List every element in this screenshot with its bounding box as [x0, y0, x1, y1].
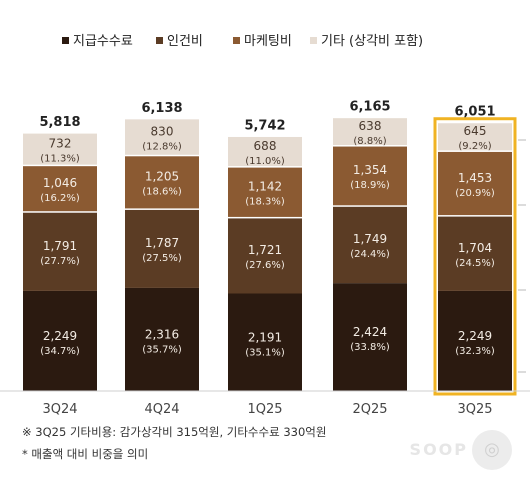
x-tick-4Q24: 4Q24	[144, 402, 179, 417]
value-label-2Q25-2: 1,354	[353, 163, 387, 177]
bar-segment-4Q24-0	[125, 287, 199, 391]
value-label-3Q24-2: 1,046	[43, 176, 77, 190]
x-tick-3Q25: 3Q25	[457, 402, 492, 417]
bar-segment-3Q24-0	[23, 290, 97, 391]
bar-segment-2Q25-1	[333, 206, 407, 284]
pct-label-3Q25-3: (9.2%)	[458, 141, 491, 152]
x-tick-2Q25: 2Q25	[352, 402, 387, 417]
pct-label-3Q24-0: (34.7%)	[40, 346, 80, 357]
bar-segment-3Q25-0	[438, 290, 512, 391]
bar-segment-4Q24-2	[125, 156, 199, 209]
value-label-4Q24-3: 830	[151, 124, 174, 138]
pct-label-1Q25-0: (35.1%)	[245, 347, 285, 358]
pct-label-4Q24-1: (27.5%)	[142, 253, 182, 264]
watermark-logo-icon: ◎	[472, 430, 512, 470]
legend-label-3: 기타 (상각비 포함)	[321, 34, 423, 49]
bar-segment-3Q25-3	[438, 123, 512, 151]
bar-segment-3Q24-2	[23, 166, 97, 212]
value-label-1Q25-2: 1,142	[248, 180, 282, 194]
pct-label-2Q25-0: (33.8%)	[350, 342, 390, 353]
total-label-2Q25: 6,165	[349, 100, 390, 115]
total-label-3Q25: 6,051	[454, 105, 495, 120]
legend-label-2: 마케팅비	[244, 34, 292, 49]
footnote-other-costs: ※ 3Q25 기타비용: 감가상각비 315억원, 기타수수료 330억원	[22, 425, 327, 439]
bar-segment-3Q24-1	[23, 212, 97, 291]
bar-segment-1Q25-3	[228, 136, 302, 167]
value-label-3Q24-3: 732	[49, 136, 72, 150]
bar-segment-4Q24-3	[125, 119, 199, 155]
pct-label-3Q25-2: (20.9%)	[455, 188, 495, 199]
total-label-4Q24: 6,138	[141, 101, 182, 116]
legend-swatch-2	[233, 37, 240, 44]
pct-label-2Q25-3: (8.8%)	[353, 136, 386, 147]
x-tick-3Q24: 3Q24	[42, 402, 77, 417]
pct-label-1Q25-1: (27.6%)	[245, 260, 285, 271]
bar-segment-3Q24-3	[23, 133, 97, 165]
value-label-1Q25-3: 688	[254, 139, 277, 153]
highlight-border-3Q25	[433, 117, 517, 396]
value-label-3Q24-1: 1,791	[43, 239, 77, 253]
value-label-4Q24-1: 1,787	[145, 236, 179, 250]
x-tick-1Q25: 1Q25	[247, 402, 282, 417]
total-label-3Q24: 5,818	[39, 115, 80, 130]
pct-label-3Q24-3: (11.3%)	[40, 153, 80, 164]
value-label-3Q25-1: 1,704	[458, 241, 492, 255]
value-label-2Q25-0: 2,424	[353, 325, 387, 339]
pct-label-3Q24-2: (16.2%)	[40, 193, 80, 204]
chart-bars: 2,249 (34.7%) 1,791 (27.7%) 1,046 (16.2%) 732 (…	[23, 100, 517, 396]
value-label-4Q24-0: 2,316	[145, 327, 179, 341]
bar-segment-2Q25-2	[333, 146, 407, 206]
pct-label-4Q24-0: (35.7%)	[142, 344, 182, 355]
bar-segment-2Q25-3	[333, 118, 407, 146]
bar-segment-3Q25-2	[438, 151, 512, 216]
pct-label-2Q25-1: (24.4%)	[350, 249, 390, 260]
pct-label-3Q24-1: (27.7%)	[40, 256, 80, 267]
pct-label-2Q25-2: (18.9%)	[350, 180, 390, 191]
value-label-2Q25-3: 638	[359, 119, 382, 133]
pct-label-3Q25-0: (32.3%)	[455, 346, 495, 357]
bar-segment-1Q25-2	[228, 167, 302, 217]
value-label-3Q24-0: 2,249	[43, 329, 77, 343]
legend-swatch-3	[310, 37, 317, 44]
right-edge-dashes	[518, 139, 526, 373]
value-label-2Q25-1: 1,749	[353, 232, 387, 246]
bar-segment-3Q25-1	[438, 216, 512, 291]
value-label-3Q25-3: 645	[464, 124, 487, 138]
value-label-4Q24-2: 1,205	[145, 170, 179, 184]
pct-label-1Q25-2: (18.3%)	[245, 197, 285, 208]
legend-swatch-0	[62, 37, 69, 44]
pct-label-1Q25-3: (11.0%)	[245, 156, 285, 167]
value-label-3Q25-0: 2,249	[458, 329, 492, 343]
pct-label-3Q25-1: (24.5%)	[455, 258, 495, 269]
legend-swatch-1	[156, 37, 163, 44]
legend-label-1: 인건비	[167, 34, 203, 49]
watermark-text: SOOP	[409, 440, 468, 459]
x-axis-ticks: 3Q24 4Q24 1Q25 2Q25 3Q25	[42, 402, 492, 417]
footnote-ratio-meaning: * 매출액 대비 비중을 의미	[22, 447, 149, 461]
pct-label-4Q24-3: (12.8%)	[142, 141, 182, 152]
bar-segment-4Q24-1	[125, 209, 199, 288]
value-label-1Q25-1: 1,721	[248, 243, 282, 257]
pct-label-4Q24-2: (18.6%)	[142, 187, 182, 198]
chart-legend: 지급수수료 인건비 마케팅비 기타 (상각비 포함)	[62, 34, 423, 49]
value-label-3Q25-2: 1,453	[458, 171, 492, 185]
value-label-1Q25-0: 2,191	[248, 330, 282, 344]
bar-segment-1Q25-1	[228, 218, 302, 294]
bar-segment-1Q25-0	[228, 293, 302, 391]
total-label-1Q25: 5,742	[244, 118, 285, 133]
legend-label-0: 지급수수료	[73, 34, 133, 49]
bar-segment-2Q25-0	[333, 283, 407, 391]
